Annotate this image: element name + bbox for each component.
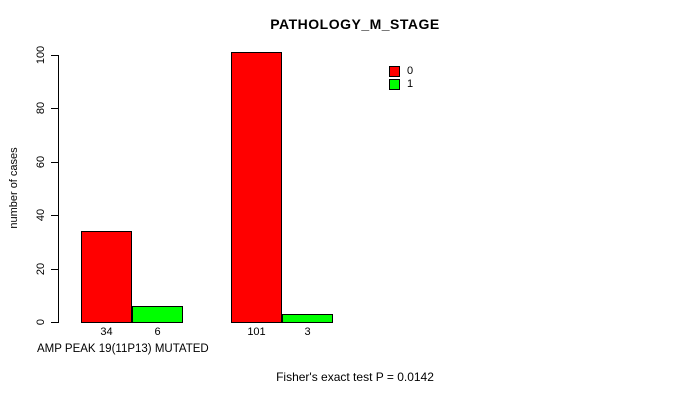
bar-group1-series-0 (81, 231, 132, 323)
y-tick-label-text: 80 (35, 102, 47, 115)
bar-value-label: 101 (247, 326, 266, 338)
y-tick (51, 268, 59, 270)
x-axis-label: AMP PEAK 19(11P13) MUTATED (37, 343, 209, 355)
legend-row: 1 (389, 78, 413, 90)
bar-group2-series-1 (282, 314, 333, 323)
y-axis-label-text: number of cases (8, 147, 20, 229)
legend-swatch-1 (389, 78, 400, 90)
y-axis-line (58, 55, 59, 323)
bar-value-label: 34 (100, 326, 113, 338)
y-tick (51, 322, 59, 323)
y-tick (51, 215, 59, 217)
annotation-text: Fisher's exact test P = 0.0142 (276, 370, 434, 384)
y-tick-label-text: 20 (35, 262, 47, 275)
y-tick-label-text: 60 (35, 155, 47, 168)
y-tick (51, 55, 59, 56)
bar-group2-series-0 (231, 52, 282, 323)
chart-title: PATHOLOGY_M_STAGE (270, 16, 440, 32)
y-tick-label-text: 0 (35, 318, 47, 326)
legend-row: 0 (389, 65, 413, 77)
bar-group1-series-1 (132, 306, 183, 323)
y-tick (51, 161, 59, 163)
legend-label: 0 (407, 64, 414, 77)
bar-value-label: 6 (154, 326, 161, 338)
y-tick (51, 108, 59, 110)
y-tick-label-text: 100 (35, 45, 47, 65)
legend-swatch-0 (389, 65, 400, 77)
y-tick-label-text: 40 (35, 209, 47, 222)
bar-value-label: 3 (304, 326, 311, 338)
legend-label: 1 (407, 77, 414, 90)
